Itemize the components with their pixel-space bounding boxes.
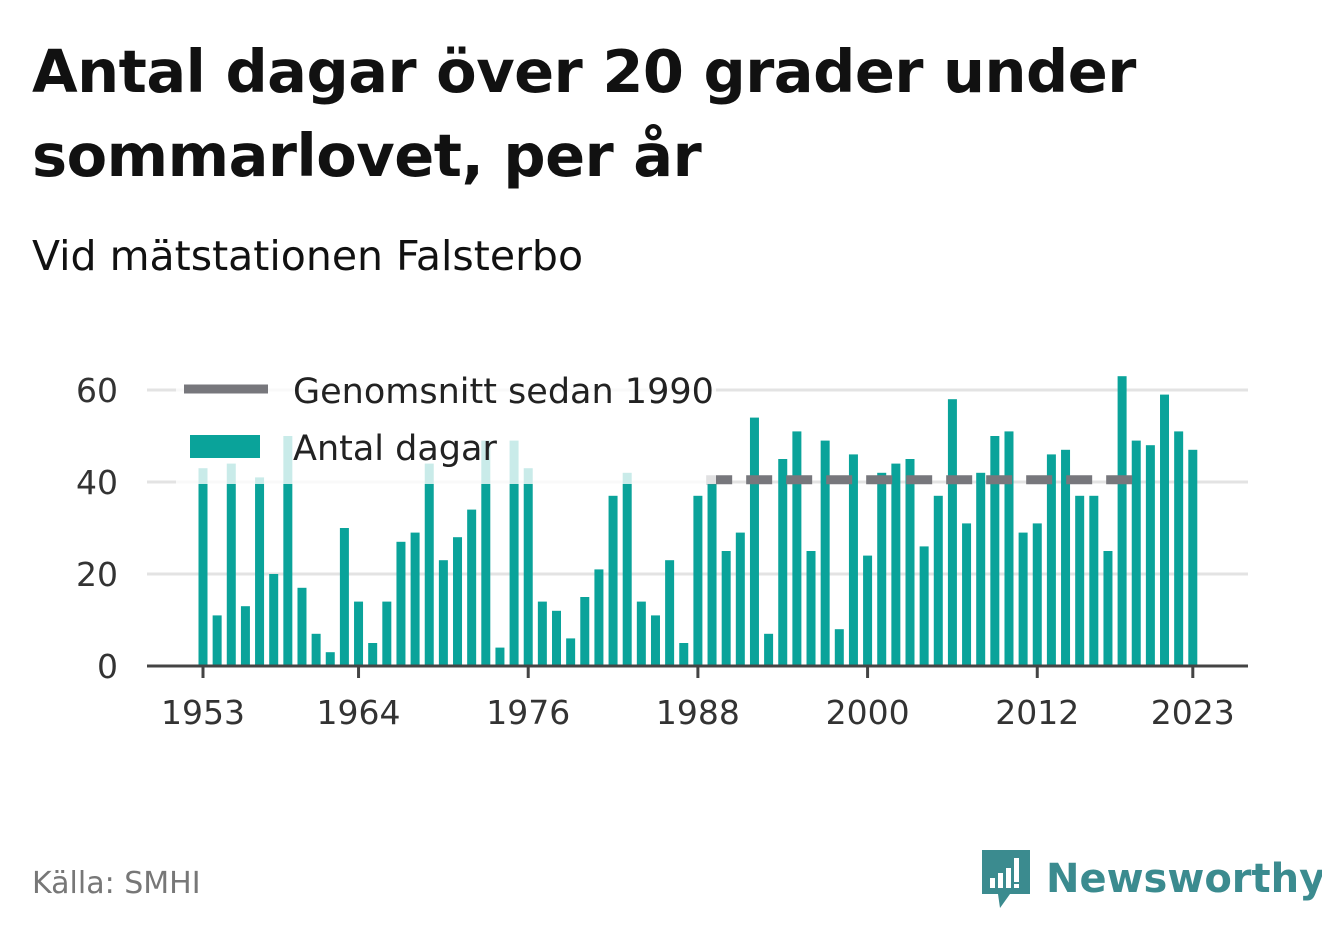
bar xyxy=(693,495,703,666)
bar xyxy=(594,569,604,666)
bar xyxy=(311,633,321,666)
chart-title: Antal dagar över 20 grader under sommarl… xyxy=(32,37,1136,190)
bar xyxy=(1004,431,1014,666)
bar xyxy=(806,551,816,666)
x-tick-label: 1988 xyxy=(656,693,740,732)
bar xyxy=(1131,440,1141,666)
bar-series xyxy=(198,376,1198,666)
bar xyxy=(453,537,463,666)
y-tick-label: 40 xyxy=(76,463,118,502)
bar xyxy=(792,431,802,666)
bar xyxy=(1046,454,1056,666)
bar xyxy=(679,643,689,666)
legend-label-average: Genomsnitt sedan 1990 xyxy=(293,372,714,412)
bar xyxy=(778,459,788,666)
bar xyxy=(509,440,519,666)
bar xyxy=(608,495,618,666)
y-tick-label: 20 xyxy=(76,555,118,594)
bar xyxy=(665,560,675,666)
bar xyxy=(764,633,774,666)
bar xyxy=(240,606,250,666)
bar xyxy=(1188,449,1198,666)
bar xyxy=(905,459,915,666)
bar xyxy=(226,463,236,666)
bar xyxy=(891,463,901,666)
bar xyxy=(636,601,646,666)
bar xyxy=(325,652,335,666)
legend: Genomsnitt sedan 1990 Antal dagar xyxy=(176,372,716,484)
x-axis: 1953 1964 1976 1988 2000 2012 2023 xyxy=(147,664,1248,732)
bar xyxy=(396,541,406,666)
bar xyxy=(1075,495,1085,666)
bar xyxy=(735,532,745,666)
x-tick-label: 2023 xyxy=(1151,693,1235,732)
bar xyxy=(877,472,887,666)
bar xyxy=(820,440,830,666)
y-tick-label: 60 xyxy=(76,371,118,410)
y-axis-ticks: 0 20 40 60 xyxy=(76,371,118,686)
bar xyxy=(707,482,717,666)
x-tick-label: 2000 xyxy=(826,693,910,732)
bar xyxy=(410,532,420,666)
bar xyxy=(537,601,547,666)
bar xyxy=(933,495,943,666)
bar xyxy=(495,647,505,666)
bar xyxy=(919,546,929,666)
bar xyxy=(947,399,957,666)
bar xyxy=(1032,523,1042,666)
bar xyxy=(1145,445,1155,666)
bar xyxy=(212,615,222,666)
bar xyxy=(523,468,533,666)
x-tick-label: 1953 xyxy=(161,693,245,732)
bar xyxy=(339,528,349,666)
bar xyxy=(283,436,293,666)
bar xyxy=(863,555,873,666)
source-note: Källa: SMHI xyxy=(32,866,201,901)
brand-name: Newsworthy xyxy=(1046,856,1322,902)
bar xyxy=(198,468,208,666)
bar xyxy=(269,574,279,666)
legend-swatch-bars xyxy=(190,435,260,458)
bar xyxy=(1103,551,1113,666)
bar xyxy=(368,643,378,666)
bar xyxy=(721,551,731,666)
bar xyxy=(1160,394,1170,666)
bar xyxy=(834,629,844,666)
bar xyxy=(650,615,660,666)
bar xyxy=(1089,495,1099,666)
bar xyxy=(552,610,561,666)
chart-subtitle: Vid mätstationen Falsterbo xyxy=(32,232,584,280)
y-tick-label: 0 xyxy=(97,647,118,686)
bar xyxy=(1018,532,1028,666)
bar xyxy=(566,638,576,666)
bar xyxy=(622,472,632,666)
legend-label-bars: Antal dagar xyxy=(293,429,497,469)
bar xyxy=(481,440,491,666)
bar xyxy=(467,509,477,666)
x-tick-label: 1964 xyxy=(317,693,401,732)
x-tick-label: 1976 xyxy=(486,693,570,732)
bar xyxy=(382,601,392,666)
bar xyxy=(749,417,759,666)
bar xyxy=(354,601,364,666)
bar xyxy=(1174,431,1184,666)
bar xyxy=(848,454,858,666)
bar xyxy=(1117,376,1127,666)
x-tick-label: 2012 xyxy=(995,693,1079,732)
brand-logo: Newsworthy xyxy=(980,848,1322,910)
bar xyxy=(438,560,448,666)
bar xyxy=(976,472,986,666)
bar xyxy=(1061,449,1071,666)
bar-chart-speech-bubble-icon xyxy=(982,850,1030,908)
bar xyxy=(990,436,1000,666)
bar xyxy=(255,477,265,666)
bar xyxy=(424,463,434,666)
bar xyxy=(962,523,972,666)
bar xyxy=(580,597,590,666)
bar xyxy=(297,587,307,666)
